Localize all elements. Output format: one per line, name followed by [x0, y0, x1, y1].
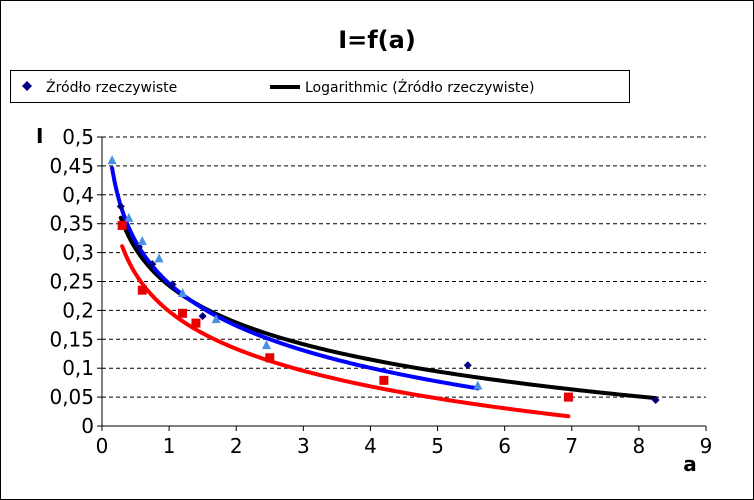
x-axis-label: a: [683, 452, 697, 476]
axes: [97, 136, 707, 431]
data-point-triangle: [137, 236, 147, 246]
data-point-triangle: [124, 212, 134, 222]
data-point-triangle: [154, 253, 164, 263]
data-point-diamond: [148, 260, 157, 269]
legend-series-label: Źródło rzeczywiste: [46, 78, 177, 96]
data-point-square: [117, 220, 127, 230]
data-point-triangle: [211, 314, 221, 324]
data-point-square: [137, 285, 147, 295]
y-tick-label: 0,3: [62, 241, 94, 265]
legend: Źródło rzeczywiste Logarithmic (Źródło r…: [10, 70, 630, 103]
data-point-square: [265, 353, 275, 363]
data-point-square: [191, 318, 201, 328]
data-point-square: [178, 308, 188, 318]
data-points: [107, 155, 660, 404]
data-point-diamond: [116, 202, 125, 211]
y-tick-label: 0,1: [62, 356, 94, 380]
data-point-diamond: [198, 312, 207, 321]
data-point-square: [563, 392, 573, 402]
y-tick-label: 0,35: [49, 212, 94, 236]
y-tick-label: 0,15: [49, 327, 94, 351]
y-tick-label: 0,45: [49, 154, 94, 178]
x-tick-label: 9: [700, 434, 713, 458]
data-point-triangle: [107, 155, 117, 165]
chart-title: I=f(a): [338, 26, 416, 54]
trendline: [120, 244, 571, 419]
data-point-diamond: [463, 361, 472, 370]
data-point-diamond: [651, 395, 660, 404]
data-point-triangle: [178, 288, 188, 298]
legend-trendline-label: Logarithmic (Źródło rzeczywiste): [305, 78, 534, 96]
legend-diamond-marker: [22, 81, 32, 91]
x-tick-label: 5: [431, 434, 444, 458]
tick-labels: 0 0,05 0,1 0,15 0,2 0,25 0,3 0,35 0,4 0,45 0,5 0 1 2 3…: [49, 125, 712, 458]
x-tick-label: 3: [297, 434, 310, 458]
data-point-triangle: [473, 380, 483, 390]
x-tick-label: 8: [633, 434, 646, 458]
y-axis-label: I: [36, 124, 43, 148]
y-tick-label: 0,4: [62, 183, 94, 207]
y-tick-label: 0,2: [62, 298, 94, 322]
data-point-diamond: [168, 280, 177, 289]
legend-box: [10, 70, 630, 103]
y-tick-label: 0,25: [49, 270, 94, 294]
x-tick-label: 7: [565, 434, 578, 458]
x-tick-label: 0: [96, 434, 109, 458]
x-tick-label: 2: [230, 434, 243, 458]
y-tick-label: 0,5: [62, 125, 94, 149]
y-tick-label: 0,05: [49, 385, 94, 409]
x-tick-label: 1: [163, 434, 176, 458]
data-point-square: [379, 375, 389, 385]
x-tick-label: 4: [364, 434, 377, 458]
data-point-triangle: [261, 340, 271, 350]
x-tick-label: 6: [498, 434, 511, 458]
y-tick-label: 0: [81, 414, 94, 438]
